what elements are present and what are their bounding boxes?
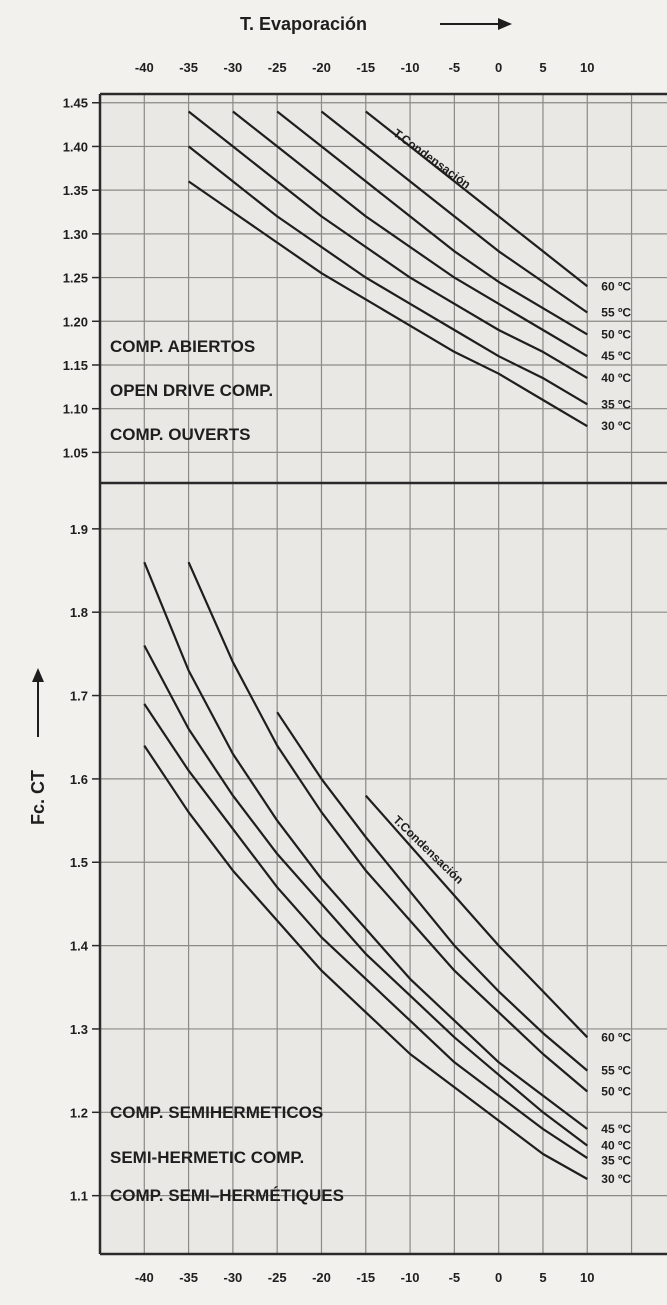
bottom-x-tick-label-m15: -15 [356,1270,375,1285]
bottom-curve-60C [364,794,589,1039]
top-y-tick-label-145: 1.45 [63,96,88,111]
bottom-curve-label-35C: 35 ºC [601,1154,631,1168]
top-curve-label-45C: 45 ºC [601,349,631,363]
top-y-tick-label-140: 1.40 [63,139,88,154]
top-x-tick-label-m10: -10 [401,60,420,75]
bottom-curve-label-45C: 45 ºC [601,1122,631,1136]
bottom-curve-label-40C: 40 ºC [601,1139,631,1153]
bottom-curve-30C [143,744,588,1180]
bottom-y-tick-label-19: 1.9 [70,522,88,537]
bottom-x-tick-label-m35: -35 [179,1270,198,1285]
bottom-curve-45C [143,561,588,1130]
bottom-curve-label-60C: 60 ºC [601,1030,631,1044]
x-axis-title: T. Evaporación [240,14,367,34]
top-curve-50C [276,110,588,336]
bottom-y-tick-label-16: 1.6 [70,772,88,787]
top-curve-label-30C: 30 ºC [601,419,631,433]
top-x-tick-label-0: 0 [495,60,502,75]
bottom-curve-label-30C: 30 ºC [601,1172,631,1186]
top-curve-label-50C: 50 ºC [601,327,631,341]
top-x-tick-label-m20: -20 [312,60,331,75]
bottom-x-tick-label-0: 0 [495,1270,502,1285]
top-curve-45C [232,110,588,358]
bottom-x-tick-label-m40: -40 [135,1270,154,1285]
text-layer: 1.451.401.351.301.251.201.151.101.05-40-… [63,60,632,1285]
bottom-curve-50C [187,561,589,1093]
top-curve-30C [187,180,588,428]
grid-layer [92,94,667,1254]
y-axis-arrow-icon [32,668,44,682]
top-y-tick-label-120: 1.20 [63,314,88,329]
bottom-panel-label-1: COMP. SEMIHERMETICOS [110,1103,323,1122]
bottom-curve-label-50C: 50 ºC [601,1084,631,1098]
top-curve-35C [187,145,588,406]
bottom-panel-label-3: COMP. SEMI–HERMÉTIQUES [110,1186,344,1205]
top-x-tick-label-m15: -15 [356,60,375,75]
bottom-curve-55C [276,711,589,1072]
bottom-x-tick-label-m25: -25 [268,1270,287,1285]
top-y-tick-label-130: 1.30 [63,227,88,242]
bottom-y-tick-label-15: 1.5 [70,855,88,870]
bottom-y-tick-label-17: 1.7 [70,689,88,704]
x-axis-arrow-icon [498,18,512,30]
bottom-curve-40C [143,644,588,1147]
bottom-y-tick-label-18: 1.8 [70,605,88,620]
chart-area-background [100,94,667,1254]
top-y-tick-label-125: 1.25 [63,271,88,286]
top-curve-label-35C: 35 ºC [601,397,631,411]
top-x-tick-label-m30: -30 [223,60,242,75]
top-panel-label-1: COMP. ABIERTOS [110,337,255,356]
top-curve-60C [365,110,588,288]
top-panel-label-2: OPEN DRIVE COMP. [110,381,273,400]
bottom-curve-35C [143,703,588,1160]
top-x-tick-label-m5: -5 [449,60,461,75]
bottom-x-tick-label-10: 10 [580,1270,594,1285]
top-curve-label-55C: 55 ºC [601,306,631,320]
top-curve-label-60C: 60 ºC [601,279,631,293]
bottom-curve-label-55C: 55 ºC [601,1064,631,1078]
bottom-panel-label-2: SEMI-HERMETIC COMP. [110,1148,304,1167]
bottom-x-tick-label-m20: -20 [312,1270,331,1285]
top-curve-55C [320,110,588,314]
top-x-tick-label-m40: -40 [135,60,154,75]
bottom-y-tick-label-11: 1.1 [70,1189,88,1204]
top-y-tick-label-105: 1.05 [63,445,88,460]
bottom-x-tick-label-m10: -10 [401,1270,420,1285]
top-y-tick-label-110: 1.10 [63,402,88,417]
top-x-tick-label-m35: -35 [179,60,198,75]
top-x-tick-label-10: 10 [580,60,594,75]
bottom-x-tick-label-m5: -5 [449,1270,461,1285]
top-y-tick-label-115: 1.15 [63,358,88,373]
bottom-y-tick-label-13: 1.3 [70,1022,88,1037]
bottom-x-tick-label-5: 5 [539,1270,546,1285]
top-y-tick-label-135: 1.35 [63,183,88,198]
bottom-x-tick-label-m30: -30 [223,1270,242,1285]
top-x-tick-label-5: 5 [539,60,546,75]
y-axis-title: Fc. CT [28,770,48,825]
top-curve-40C [187,110,588,380]
top-x-tick-label-m25: -25 [268,60,287,75]
curve-layer [143,110,589,1180]
bottom-y-tick-label-14: 1.4 [70,939,89,954]
top-panel-label-3: COMP. OUVERTS [110,425,250,444]
top-curve-label-40C: 40 ºC [601,371,631,385]
bottom-y-tick-label-12: 1.2 [70,1105,88,1120]
